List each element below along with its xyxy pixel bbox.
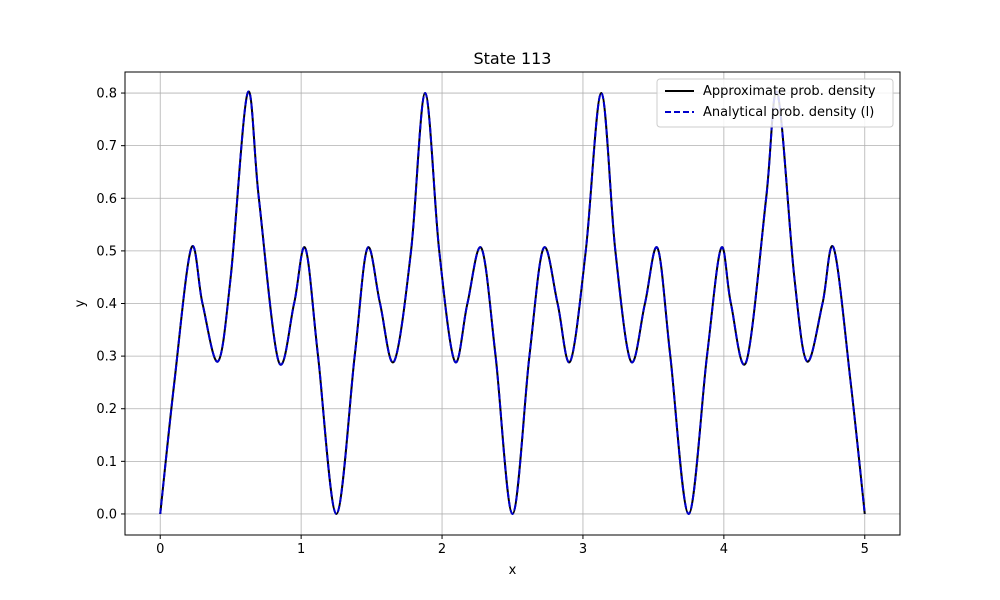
x-tick-label: 5: [861, 542, 869, 557]
y-tick-label: 0.3: [96, 350, 117, 365]
grid: [125, 72, 900, 535]
x-tick-label: 3: [579, 542, 587, 557]
y-tick-label: 0.1: [96, 455, 117, 470]
x-tick-label: 0: [156, 542, 164, 557]
legend: Approximate prob. density Analytical pro…: [656, 78, 894, 128]
y-axis-label: y: [73, 299, 88, 307]
x-axis-label: x: [509, 563, 517, 578]
y-tick-label: 0.6: [96, 192, 117, 207]
y-tick-label: 0.8: [96, 87, 117, 102]
ticks: 0 1 2 3 4 5 0.0 0.1 0.2 0.3 0.4 0.5 0.6 0.7 0.8: [96, 87, 869, 557]
series-line-analytical: [159, 90, 866, 515]
y-tick-label: 0.2: [96, 402, 117, 417]
x-tick-label: 1: [297, 542, 305, 557]
y-tick-label: 0.4: [96, 297, 117, 312]
series-layer: [159, 90, 866, 515]
chart-title: State 113: [474, 49, 552, 68]
legend-label-analytical: Analytical prob. density (l): [703, 105, 874, 120]
legend-label-approximate: Approximate prob. density: [703, 84, 876, 99]
y-tick-label: 0.5: [96, 244, 117, 259]
x-tick-label: 4: [720, 542, 728, 557]
y-tick-label: 0.0: [96, 507, 117, 522]
x-tick-label: 2: [438, 542, 446, 557]
y-tick-label: 0.7: [96, 139, 117, 154]
legend-box: [656, 78, 894, 128]
